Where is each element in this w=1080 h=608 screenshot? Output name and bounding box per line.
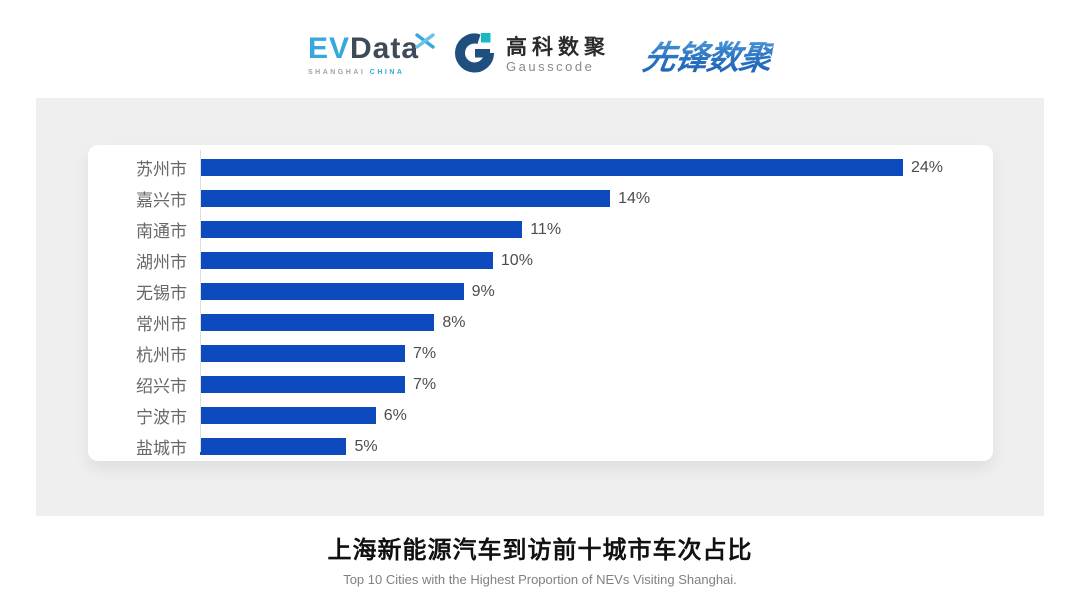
chart-title: 上海新能源汽车到访前十城市车次占比: [327, 537, 753, 564]
gausscode-cn-text: 高科数聚: [506, 35, 611, 59]
category-label: 嘉兴市: [136, 191, 187, 210]
gausscode-logo: 高科数聚 Gausscode: [453, 31, 610, 80]
value-label: 8%: [442, 313, 466, 331]
value-label: 14%: [618, 189, 651, 207]
gausscode-g-icon: [453, 31, 497, 80]
bar: [200, 190, 611, 207]
bar: [200, 159, 903, 176]
value-label: 24%: [911, 158, 944, 176]
chart-row: 宁波市 6%: [88, 400, 993, 431]
value-label: 9%: [471, 282, 495, 300]
value-label: 5%: [354, 437, 378, 455]
category-label: 杭州市: [136, 346, 187, 365]
category-label: 宁波市: [136, 408, 187, 427]
chart-row: 南通市 11%: [88, 214, 993, 245]
value-label: 7%: [413, 375, 437, 393]
bar: [200, 407, 376, 424]
value-label: 10%: [500, 251, 533, 269]
bar-chart: 苏州市 24% 嘉兴市 14% 南通市 11% 湖州市 10% 无锡市 9% 常州市 8% 杭州市 7% 绍…: [88, 145, 993, 462]
evdata-logo: EVData SHANGHAI CHINA: [307, 32, 435, 76]
value-label: 11%: [530, 220, 562, 238]
evdata-x-icon: [415, 26, 435, 56]
evdata-china-text: CHINA: [369, 69, 405, 76]
logo-bar: EVData SHANGHAI CHINA: [0, 24, 1080, 86]
value-label: 6%: [383, 406, 407, 424]
evdata-subtitle: SHANGHAI CHINA: [308, 69, 404, 76]
bar: [200, 314, 435, 331]
category-label: 常州市: [136, 315, 187, 334]
evdata-data-text: Data: [350, 32, 420, 65]
chart-row: 嘉兴市 14%: [88, 183, 993, 214]
evdata-shanghai-text: SHANGHAI: [307, 69, 366, 76]
chart-card: 苏州市 24% 嘉兴市 14% 南通市 11% 湖州市 10% 无锡市 9% 常州市 8% 杭州市 7% 绍…: [88, 145, 993, 461]
bar: [200, 438, 347, 455]
gausscode-en-text: Gausscode: [506, 58, 595, 74]
evdata-wordmark: EVData: [307, 32, 435, 65]
category-label: 无锡市: [136, 284, 187, 303]
chart-panel: 苏州市 24% 嘉兴市 14% 南通市 11% 湖州市 10% 无锡市 9% 常州市 8% 杭州市 7% 绍…: [36, 98, 1044, 516]
y-axis-line: [200, 150, 201, 452]
category-label: 南通市: [136, 222, 187, 241]
chart-row: 湖州市 10%: [88, 245, 993, 276]
chart-subtitle: Top 10 Cities with the Highest Proportio…: [343, 572, 737, 587]
bar: [200, 345, 406, 362]
bar: [200, 221, 523, 238]
bar: [200, 252, 493, 269]
value-label: 7%: [413, 344, 437, 362]
category-label: 苏州市: [136, 160, 187, 179]
chart-row: 绍兴市 7%: [88, 369, 993, 400]
chart-row: 盐城市 5%: [88, 431, 993, 462]
chart-row: 杭州市 7%: [88, 338, 993, 369]
chart-row: 常州市 8%: [88, 307, 993, 338]
category-label: 绍兴市: [136, 377, 187, 396]
category-label: 盐城市: [136, 439, 187, 458]
gausscode-text: 高科数聚 Gausscode: [506, 36, 610, 75]
chart-row: 苏州市 24%: [88, 152, 993, 183]
bar: [200, 283, 464, 300]
bar: [200, 376, 406, 393]
chart-row: 无锡市 9%: [88, 276, 993, 307]
evdata-ev-text: EV: [307, 32, 350, 65]
footer-title-block: 上海新能源汽车到访前十城市车次占比 Top 10 Cities with the…: [0, 530, 1080, 587]
category-label: 湖州市: [136, 253, 187, 272]
pioneer-logo: 先锋数聚: [640, 31, 776, 79]
